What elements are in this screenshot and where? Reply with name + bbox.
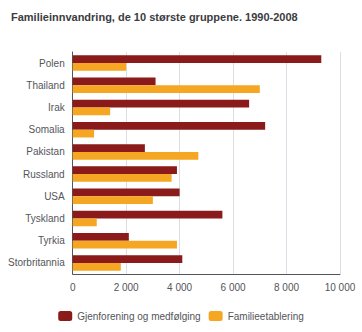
svg-text:Gjenforening og medfølging: Gjenforening og medfølging xyxy=(77,311,200,322)
svg-text:Irak: Irak xyxy=(48,102,66,113)
svg-text:Tyskland: Tyskland xyxy=(25,213,64,224)
svg-text:Tyrkia: Tyrkia xyxy=(38,235,65,246)
svg-text:USA: USA xyxy=(44,191,65,202)
svg-text:2 000: 2 000 xyxy=(114,282,139,293)
svg-text:6 000: 6 000 xyxy=(221,282,246,293)
svg-text:8 000: 8 000 xyxy=(274,282,299,293)
svg-text:10 000: 10 000 xyxy=(325,282,356,293)
svg-text:Familieinnvandring, de 10 stør: Familieinnvandring, de 10 største gruppe… xyxy=(11,11,298,23)
svg-text:Russland: Russland xyxy=(23,169,65,180)
svg-text:Somalia: Somalia xyxy=(29,124,66,135)
svg-text:Familieetablering: Familieetablering xyxy=(228,311,304,322)
svg-text:Pakistan: Pakistan xyxy=(26,146,64,157)
svg-text:4 000: 4 000 xyxy=(167,282,192,293)
svg-text:0: 0 xyxy=(70,282,76,293)
svg-text:Thailand: Thailand xyxy=(26,80,64,91)
svg-text:Storbritannia: Storbritannia xyxy=(8,257,65,268)
svg-text:Polen: Polen xyxy=(39,58,65,69)
